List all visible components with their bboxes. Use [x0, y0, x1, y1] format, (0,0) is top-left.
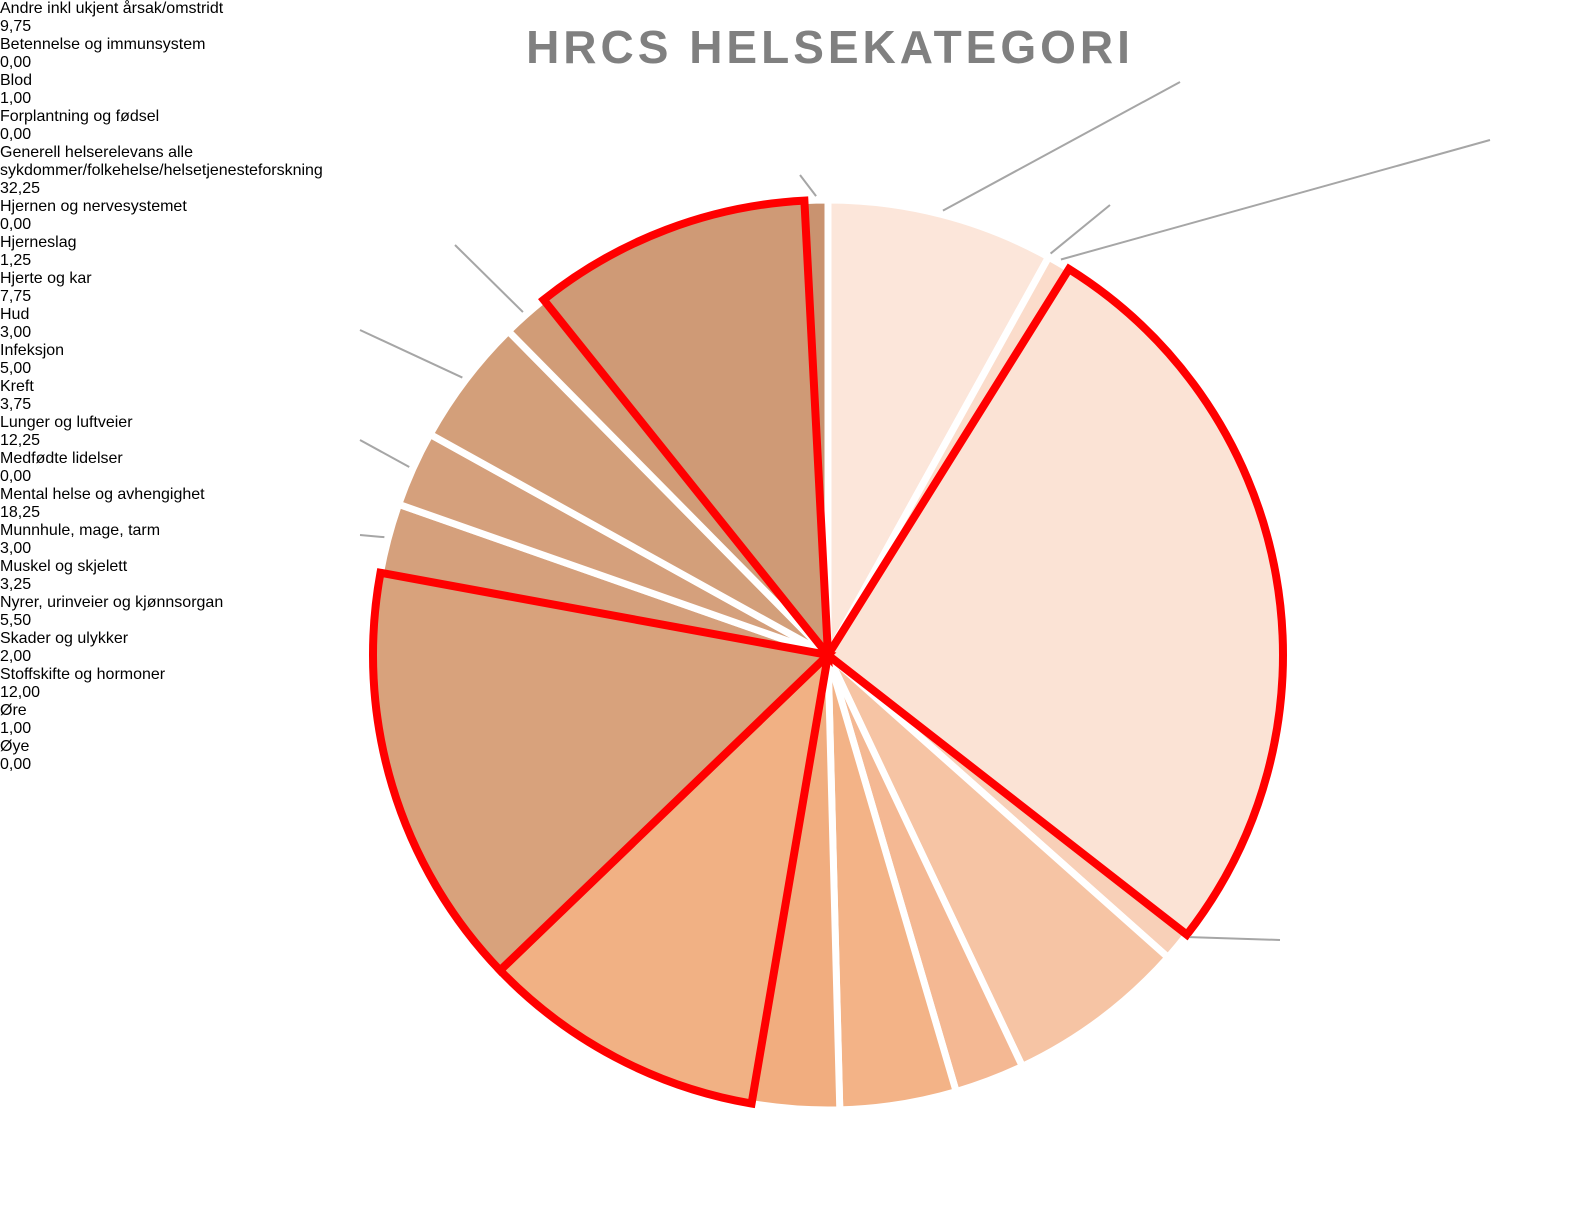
slice-label: Betennelse og immunsystem 0,00 — [0, 36, 230, 72]
value-label: 0,00 — [0, 216, 32, 233]
category-label: Medfødte lidelser — [0, 450, 123, 467]
leader-line — [799, 174, 817, 197]
value-label: 12,25 — [0, 432, 41, 449]
slice-label: Hjernen og nervesystemet 0,00 — [0, 198, 230, 234]
slice-label: Hjerte og kar 7,75 — [0, 270, 140, 306]
slice-label: Øye 0,00 — [0, 738, 80, 774]
pie-slice — [369, 568, 837, 977]
slice-label: Munnhule, mage, tarm 3,00 — [0, 522, 280, 558]
slice-label: Blod 1,00 — [0, 72, 90, 108]
value-label: 0,00 — [0, 54, 32, 71]
category-label: Muskel og skjelett — [0, 558, 128, 575]
category-label: Hjerte og kar — [0, 270, 92, 287]
value-label: 5,50 — [0, 612, 32, 629]
category-label: Blod — [0, 72, 33, 89]
slice-label: Øre 1,00 — [0, 702, 80, 738]
category-label: Mental helse og avhengighet — [0, 486, 205, 503]
value-label: 12,00 — [0, 684, 41, 701]
slice-label: Kreft 3,75 — [0, 378, 90, 414]
pie-slice — [824, 652, 1173, 1072]
slice-label: Muskel og skjelett 3,25 — [0, 558, 300, 594]
pie-slice — [824, 196, 1054, 669]
slice-label: Generell helserelevans alle sykdommer/fo… — [0, 144, 323, 198]
slice-label: Medfødte lidelser 0,00 — [0, 450, 280, 486]
slice-label: Nyrer, urinveier og kjønnsorgan 5,50 — [0, 594, 260, 630]
slice-label: Hud 3,00 — [0, 306, 100, 342]
category-label: Hjerneslag — [0, 234, 77, 251]
category-label: Øye — [0, 738, 30, 755]
value-label: 0,00 — [0, 756, 32, 773]
category-label: Hjernen og nervesystemet — [0, 198, 187, 215]
value-label: 3,00 — [0, 540, 32, 557]
value-label: 3,25 — [0, 576, 32, 593]
category-label: Betennelse og immunsystem — [0, 36, 206, 53]
value-label: 0,00 — [0, 126, 32, 143]
leader-line — [454, 244, 524, 313]
value-label: 5,00 — [0, 360, 32, 377]
slice-label: Skader og ulykker 2,00 — [0, 630, 280, 666]
category-label: Øre — [0, 702, 27, 719]
value-label: 0,00 — [0, 468, 32, 485]
leader-line — [359, 329, 463, 379]
category-label: Stoffskifte og hormoner — [0, 666, 166, 683]
chart-title: HRCS HELSEKATEGORI — [526, 21, 1134, 73]
pie-slice — [822, 263, 1287, 941]
category-label: Skader og ulykker — [0, 630, 129, 647]
value-label: 32,25 — [0, 180, 41, 197]
category-label: Nyrer, urinveier og kjønnsorgan — [0, 594, 224, 611]
leader-line — [359, 439, 410, 468]
category-label: Infeksjon — [0, 342, 65, 359]
value-label: 3,75 — [0, 396, 32, 413]
value-label: 1,25 — [0, 252, 32, 269]
category-label: Munnhule, mage, tarm — [0, 522, 161, 539]
category-label: Generell helserelevans alle sykdommer/fo… — [0, 144, 323, 179]
category-label: Hud — [0, 306, 30, 323]
value-label: 1,00 — [0, 720, 32, 737]
slice-label: Infeksjon 5,00 — [0, 342, 150, 378]
leader-line — [1060, 139, 1491, 261]
slice-label: Forplantning og fødsel 0,00 — [0, 108, 360, 144]
value-label: 2,00 — [0, 648, 32, 665]
leader-line — [359, 534, 385, 539]
slice-label: Hjerneslag 1,25 — [0, 234, 160, 270]
leader-line — [1189, 936, 1281, 941]
leader-line — [1049, 204, 1111, 255]
slice-label: Stoffskifte og hormoner 12,00 — [0, 666, 200, 702]
value-label: 9,75 — [0, 18, 32, 35]
slice-label: Andre inkl ukjent årsak/omstridt 9,75 — [0, 0, 270, 36]
slice-label: Lunger og luftveier 12,25 — [0, 414, 180, 450]
value-label: 18,25 — [0, 504, 41, 521]
category-label: Forplantning og fødsel — [0, 108, 160, 125]
slice-label: Mental helse og avhengighet 18,25 — [0, 486, 260, 522]
leader-line — [942, 81, 1181, 212]
pie-slice — [494, 643, 834, 1109]
category-label: Andre inkl ukjent årsak/omstridt — [0, 0, 224, 17]
value-label: 7,75 — [0, 288, 32, 305]
category-label: Lunger og luftveier — [0, 414, 133, 431]
pie-slice — [538, 196, 833, 668]
category-label: Kreft — [0, 378, 34, 395]
value-label: 1,00 — [0, 90, 32, 107]
value-label: 3,00 — [0, 324, 32, 341]
